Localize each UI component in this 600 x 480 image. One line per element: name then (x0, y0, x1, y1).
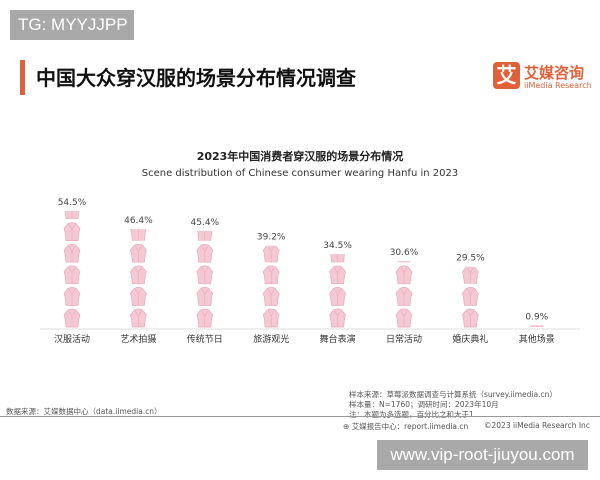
watermark-bottom: www.vip-root-jiuyou.com (377, 440, 588, 470)
hanfu-robe-icon (330, 254, 345, 263)
hanfu-robe-icon (462, 308, 479, 328)
sample-size: 样本量：N=1760；调研时间：2023年10月 (349, 400, 499, 409)
hanfu-robe-icon (262, 308, 280, 328)
hanfu-robe-icon (63, 308, 81, 328)
hanfu-robe-icon (462, 266, 479, 284)
bar-column: 46.4% 艺术拍摄 (120, 216, 156, 345)
data-label: 0.9% (525, 312, 548, 322)
hanfu-robe-icon (196, 243, 214, 263)
data-label: 34.5% (323, 241, 352, 251)
chart-title: 2023年中国消费者穿汉服的场景分布情况 (196, 150, 404, 163)
globe-icon: ⊕ (343, 422, 350, 431)
hanfu-robe-icon (130, 287, 147, 306)
hanfu-robe-icon (196, 287, 214, 306)
sample-source: 样本来源：草莓派数据调查与计算系统（survey.iimedia.cn） (349, 390, 557, 399)
category-label: 日常活动 (386, 333, 422, 345)
bar-column: 29.5% 婚庆典礼 (452, 254, 488, 345)
hanfu-robe-icon (395, 287, 413, 306)
category-label: 旅游观光 (253, 333, 289, 345)
bar-column: 45.4% 传统节日 (187, 218, 223, 345)
category-label: 艺术拍摄 (120, 333, 156, 345)
page-title: 中国大众穿汉服的场景分布情况调查 (36, 66, 356, 90)
hanfu-robe-icon (130, 308, 147, 328)
hanfu-robe-icon (130, 229, 147, 241)
bar-column: 0.9% 其他场景 (519, 312, 555, 345)
category-label: 舞台表演 (320, 333, 356, 345)
logo-cn: 艾媒咨询 (524, 64, 585, 82)
footer-divider (0, 416, 600, 417)
hanfu-robe-icon (197, 230, 213, 241)
data-label: 45.4% (191, 218, 220, 228)
data-label: 54.5% (58, 198, 87, 208)
hanfu-robe-icon (462, 287, 479, 306)
hanfu-robe-icon (262, 245, 280, 263)
title-accent-bar (20, 60, 25, 95)
data-label: 29.5% (456, 254, 485, 264)
hanfu-robe-icon (63, 287, 81, 306)
hanfu-robe-icon (395, 308, 413, 328)
hanfu-robe-icon (130, 265, 147, 285)
hanfu-robe-icon (329, 265, 346, 285)
category-label: 其他场景 (519, 333, 555, 345)
pictograph-chart: 54.5% 汉服活动 46.4% 艺术拍摄 45.4% 传统节日 39.2% 旅游观光 34.5… (40, 198, 580, 345)
report-center: ⊕ 艾媒报告中心：report.iimedia.cn (343, 421, 468, 432)
hanfu-robe-icon (196, 308, 214, 328)
category-label: 婚庆典礼 (452, 333, 488, 345)
hanfu-robe-icon (329, 308, 346, 328)
note: 注：本题为多选题，百分比之和大于1 (349, 410, 474, 419)
hanfu-robe-icon (63, 222, 81, 241)
hanfu-robe-icon (130, 243, 147, 263)
data-label: 30.6% (390, 248, 419, 258)
hanfu-robe-icon (530, 325, 544, 328)
hanfu-robe-icon (262, 265, 280, 285)
data-source: 数据来源：艾媒数据中心（data.iimedia.cn） (6, 407, 162, 416)
data-label: 39.2% (257, 233, 286, 243)
data-label: 46.4% (124, 216, 153, 226)
logo-mark: 艾 (493, 62, 520, 89)
logo-en: iiMedia Research (524, 81, 592, 90)
category-label: 汉服活动 (54, 333, 90, 345)
hanfu-robe-icon (64, 210, 80, 219)
hanfu-robe-icon (397, 261, 411, 263)
hanfu-robe-icon (262, 287, 280, 306)
hanfu-robe-icon (329, 287, 346, 306)
hanfu-robe-icon (63, 243, 81, 263)
bar-column: 30.6% 日常活动 (386, 248, 422, 345)
watermark-top: TG: MYYJJPP (10, 10, 134, 40)
hanfu-robe-icon (63, 265, 81, 285)
chart-subtitle: Scene distribution of Chinese consumer w… (141, 168, 459, 179)
bar-column: 34.5% 舞台表演 (320, 241, 356, 345)
bar-column: 54.5% 汉服活动 (54, 198, 90, 345)
hanfu-robe-icon (395, 265, 413, 285)
copyright: ©2023 iiMedia Research Inc (484, 421, 590, 430)
category-label: 传统节日 (187, 333, 223, 345)
report-center-text: 艾媒报告中心：report.iimedia.cn (351, 422, 469, 431)
hanfu-robe-icon (196, 265, 214, 285)
bar-column: 39.2% 旅游观光 (253, 233, 289, 345)
